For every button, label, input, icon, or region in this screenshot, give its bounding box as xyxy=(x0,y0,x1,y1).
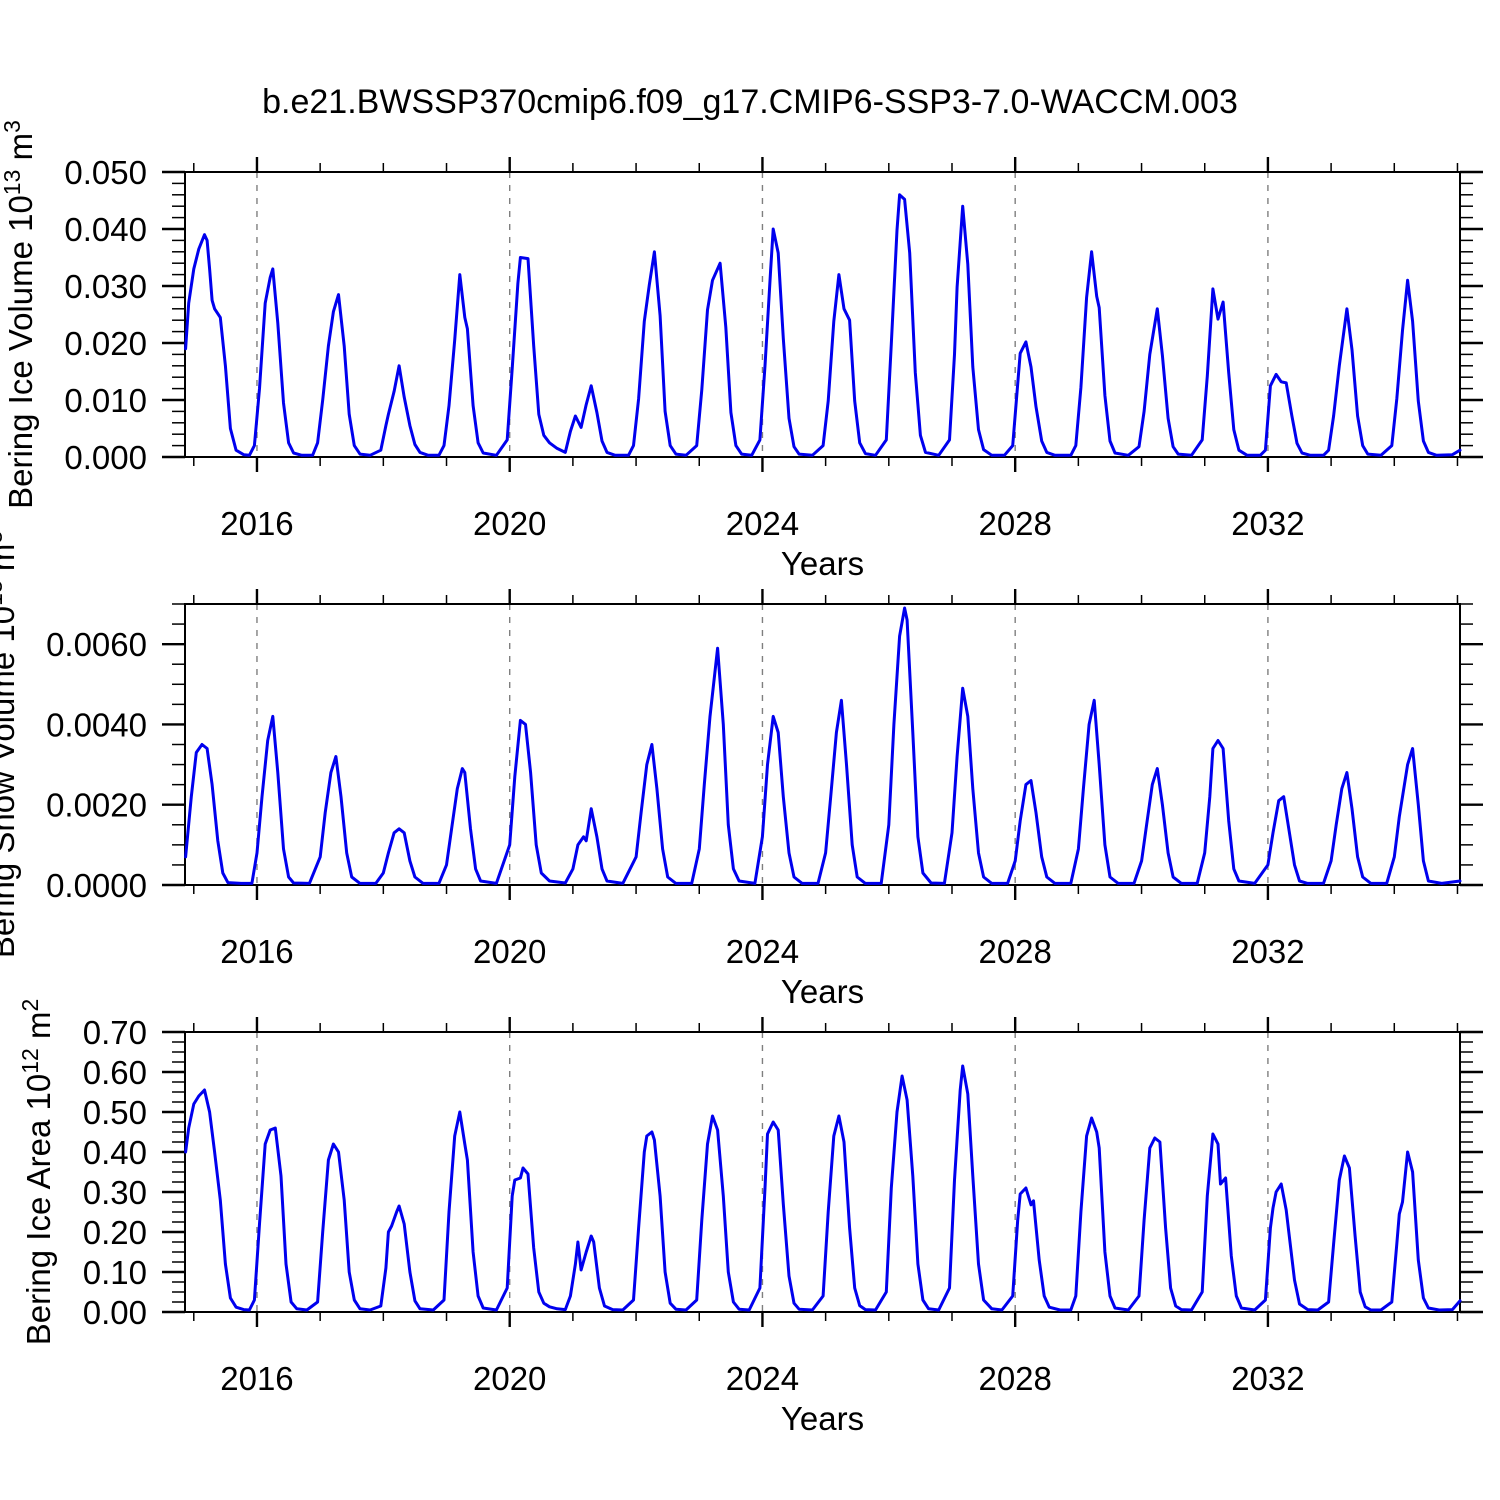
y-tick-label: 0.20 xyxy=(83,1214,147,1251)
y-tick-label: 0.70 xyxy=(83,1014,147,1051)
y-tick-label: 0.00 xyxy=(83,1294,147,1331)
y-tick-label: 0.40 xyxy=(83,1134,147,1171)
x-tick-label: 2020 xyxy=(473,505,546,542)
panel-bering-ice-area: 0.000.100.200.300.400.500.600.70 2016 2020… xyxy=(17,999,1483,1437)
y-tick-label: 0.020 xyxy=(64,325,147,362)
x-tick-label: 2016 xyxy=(220,505,293,542)
y-tick-label: 0.010 xyxy=(64,382,147,419)
y-tick-label: 0.50 xyxy=(83,1094,147,1131)
panel-bering-ice-volume: 0.000 0.010 0.020 0.030 0.040 0.050 2016 2020 20… xyxy=(0,120,1483,582)
panels-group: 0.000 0.010 0.020 0.030 0.040 0.050 2016 2020 20… xyxy=(0,120,1483,1437)
x-tick-label: 2024 xyxy=(726,505,799,542)
y-tick-label: 0.050 xyxy=(64,154,147,191)
y-tick-label: 0.0040 xyxy=(46,706,147,743)
x-tick-label: 2020 xyxy=(473,933,546,970)
y-tick-label: 0.0020 xyxy=(46,787,147,824)
series-line-bering-ice-area xyxy=(184,1064,1462,1312)
y-tick-label: 0.0060 xyxy=(46,626,147,663)
x-tick-label: 2032 xyxy=(1231,505,1304,542)
y-axis-title: Bering Ice Area 1012 m2 xyxy=(17,999,57,1346)
plot-title: b.e21.BWSSP370cmip6.f09_g17.CMIP6-SSP3-7… xyxy=(262,83,1238,121)
x-tick-label: 2028 xyxy=(978,933,1051,970)
y-tick-label: 0.10 xyxy=(83,1254,147,1291)
series-line-bering-ice-volume xyxy=(184,193,1462,457)
plot-box xyxy=(184,603,1461,886)
x-tick-label: 2024 xyxy=(726,1360,799,1397)
y-axis-title: Bering Snow Volume 1013 m3 xyxy=(0,531,21,958)
series-line-bering-snow-volume xyxy=(184,606,1462,885)
panel-bering-snow-volume: 0.0000 0.0020 0.0040 0.0060 2016 2020 2024 2028… xyxy=(0,531,1483,1010)
y-tick-label: 0.60 xyxy=(83,1054,147,1091)
plot-box xyxy=(184,1031,1461,1313)
y-tick-label: 0.0000 xyxy=(46,867,147,904)
y-axis-title: Bering Ice Volume 1013 m3 xyxy=(0,120,39,509)
x-tick-label: 2024 xyxy=(726,933,799,970)
x-axis-title: Years xyxy=(781,973,864,1010)
x-tick-label: 2032 xyxy=(1231,1360,1304,1397)
x-axis-title: Years xyxy=(781,1400,864,1437)
x-tick-label: 2032 xyxy=(1231,933,1304,970)
plot-box xyxy=(184,171,1461,458)
y-tick-label: 0.040 xyxy=(64,211,147,248)
x-tick-label: 2016 xyxy=(220,1360,293,1397)
y-tick-label: 0.000 xyxy=(64,439,147,476)
x-axis-title: Years xyxy=(781,545,864,582)
x-tick-label: 2016 xyxy=(220,933,293,970)
x-tick-label: 2028 xyxy=(978,1360,1051,1397)
y-tick-label: 0.030 xyxy=(64,268,147,305)
x-tick-label: 2028 xyxy=(978,505,1051,542)
x-tick-label: 2020 xyxy=(473,1360,546,1397)
y-tick-label: 0.30 xyxy=(83,1174,147,1211)
